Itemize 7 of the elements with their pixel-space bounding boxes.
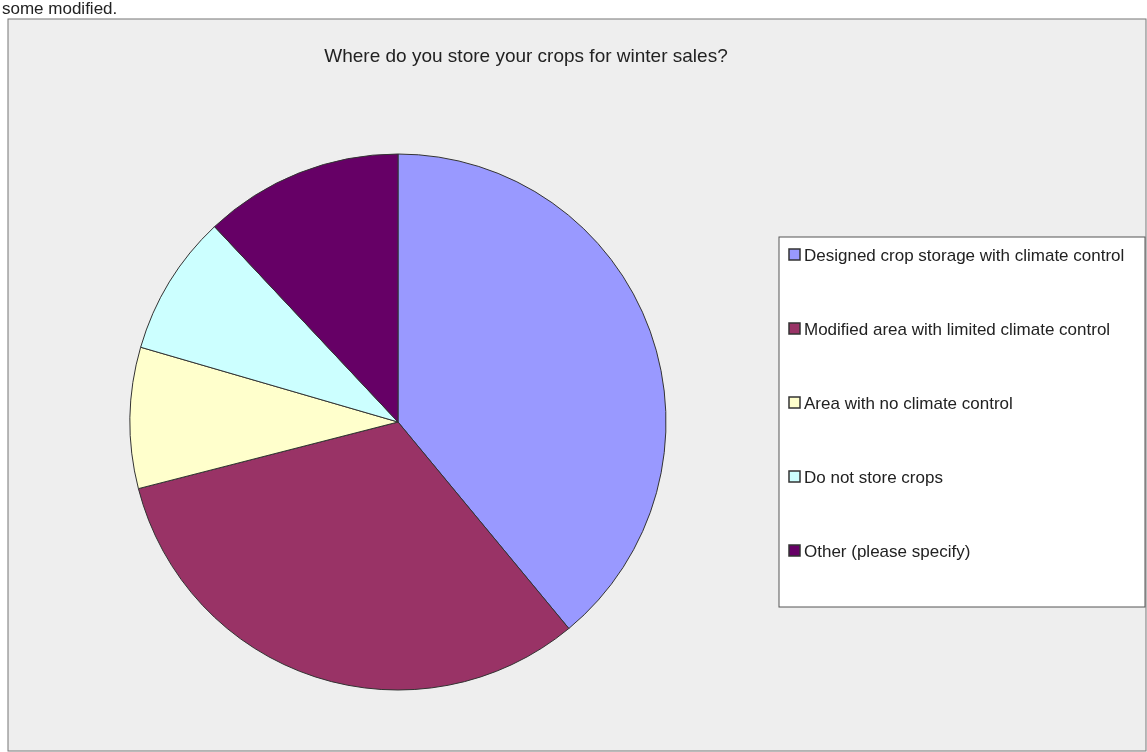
legend-label: Area with no climate control bbox=[804, 394, 1013, 413]
legend-label: Do not store crops bbox=[804, 468, 943, 487]
chart-title: Where do you store your crops for winter sales? bbox=[324, 45, 728, 66]
legend-label: Modified area with limited climate control bbox=[804, 320, 1111, 339]
legend-label: Designed crop storage with climate control bbox=[804, 246, 1125, 265]
legend-label: Other (please specify) bbox=[804, 542, 971, 561]
text: some modified. bbox=[2, 0, 118, 18]
